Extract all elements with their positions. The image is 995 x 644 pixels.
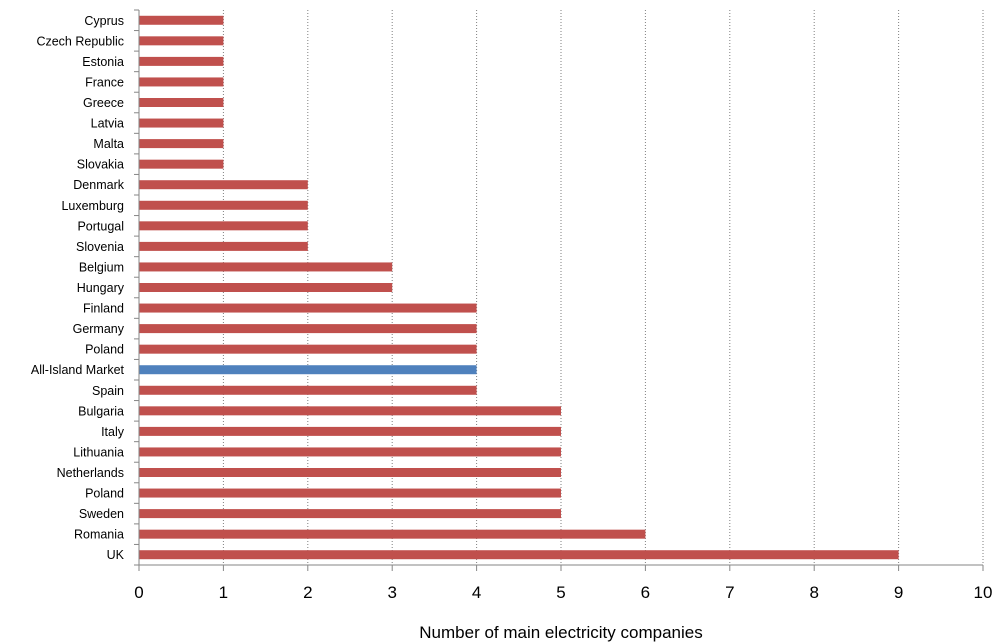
category-label: Italy <box>101 425 125 439</box>
category-label: Sweden <box>79 507 124 521</box>
axes <box>134 9 984 571</box>
x-tick-label: 6 <box>641 583 650 602</box>
bar <box>139 447 561 457</box>
bar <box>139 303 477 313</box>
bar <box>139 15 224 25</box>
category-label: Estonia <box>82 55 124 69</box>
x-tick-labels: 0 1 2 3 4 5 6 7 8 9 10 <box>134 583 992 602</box>
bar <box>139 509 561 519</box>
category-label: Malta <box>93 137 124 151</box>
x-tick-label: 0 <box>134 583 143 602</box>
bar <box>139 324 477 334</box>
category-label: Cyprus <box>84 14 124 28</box>
category-label: Poland <box>85 487 124 501</box>
bar <box>139 468 561 477</box>
bar <box>139 159 224 169</box>
x-tick-label: 8 <box>809 583 818 602</box>
bar <box>139 77 224 87</box>
x-tick-label: 9 <box>894 583 903 602</box>
bar <box>139 180 308 190</box>
bar <box>139 98 224 107</box>
bar <box>139 200 308 210</box>
category-label: Romania <box>74 528 124 542</box>
bar <box>139 36 224 46</box>
category-label: Portugal <box>77 219 124 233</box>
category-label: All-Island Market <box>31 363 125 377</box>
category-label: Poland <box>85 343 124 357</box>
bar <box>139 118 224 128</box>
x-tick-label: 1 <box>219 583 228 602</box>
x-tick-label: 2 <box>303 583 312 602</box>
bar <box>139 550 899 560</box>
bar <box>139 262 393 272</box>
category-label: Slovenia <box>76 240 124 254</box>
category-label: Denmark <box>73 178 124 192</box>
bar <box>139 56 224 66</box>
category-labels: Cyprus Czech Republic Estonia France Greece L… <box>31 14 125 562</box>
bars <box>139 15 899 560</box>
category-label: Lithuania <box>73 445 124 459</box>
category-label: Finland <box>83 302 124 316</box>
x-tick-label: 3 <box>387 583 396 602</box>
bar <box>139 221 308 231</box>
x-axis-title: Number of main electricity companies <box>419 623 702 642</box>
category-label: France <box>85 75 124 89</box>
category-label: Slovakia <box>77 158 124 172</box>
bar <box>139 529 646 539</box>
bar <box>139 344 477 354</box>
category-label: UK <box>107 548 125 562</box>
bar <box>139 488 561 498</box>
category-label: Luxemburg <box>61 199 124 213</box>
category-label: Latvia <box>91 117 124 131</box>
category-label: Bulgaria <box>78 404 124 418</box>
category-label: Greece <box>83 96 124 110</box>
x-tick-label: 4 <box>472 583 481 602</box>
bar <box>139 139 224 149</box>
bar <box>139 385 477 395</box>
category-label: Germany <box>73 322 125 336</box>
bar <box>139 406 561 416</box>
category-label: Spain <box>92 384 124 398</box>
bar <box>139 241 308 251</box>
bar <box>139 283 393 292</box>
bar <box>139 426 561 436</box>
category-label: Belgium <box>79 260 124 274</box>
bar <box>139 365 477 375</box>
x-tick-label: 10 <box>974 583 993 602</box>
category-label: Czech Republic <box>36 34 124 48</box>
x-tick-label: 7 <box>725 583 734 602</box>
category-label: Netherlands <box>57 466 124 480</box>
x-tick-label: 5 <box>556 583 565 602</box>
category-label: Hungary <box>77 281 125 295</box>
